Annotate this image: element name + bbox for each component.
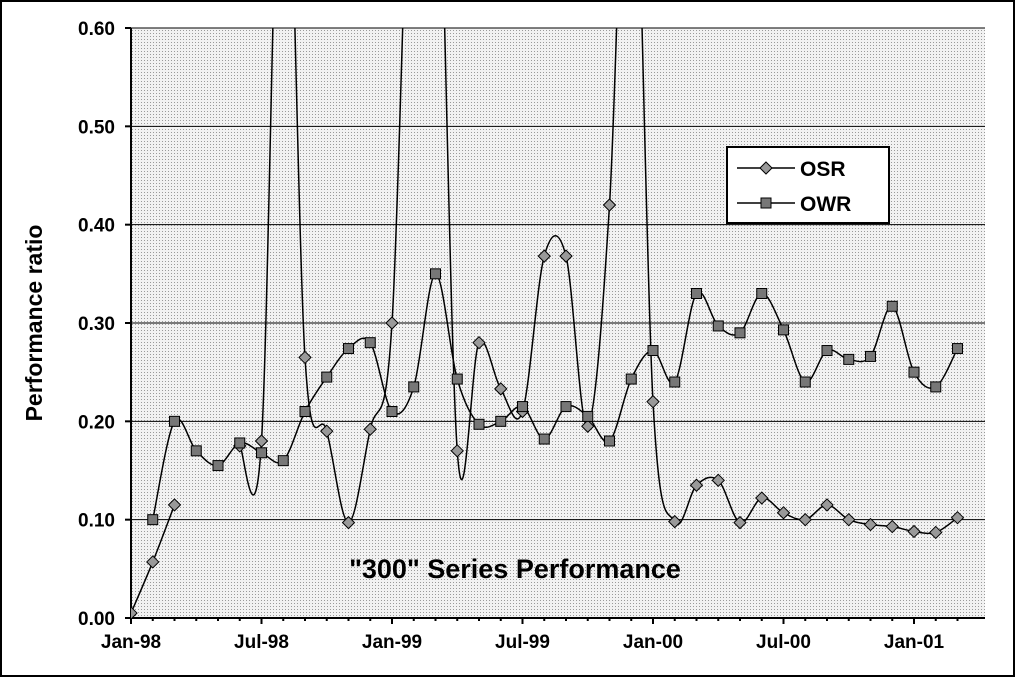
data-point [756, 288, 768, 299]
y-tick-label: 0.20 [78, 412, 115, 433]
data-point [190, 445, 202, 457]
data-point [321, 371, 333, 383]
y-tick-label: 0.50 [78, 117, 115, 138]
data-point [776, 506, 791, 520]
data-point [952, 343, 963, 355]
x-tick-label: Jul-99 [495, 632, 550, 653]
data-point [908, 366, 920, 378]
data-point [147, 514, 159, 526]
plot-series [131, 28, 965, 619]
data-point [669, 376, 681, 388]
data-point [473, 418, 485, 430]
data-point [341, 515, 356, 530]
data-point [146, 555, 160, 569]
data-point [929, 525, 943, 540]
data-point [256, 447, 267, 459]
data-point [385, 316, 399, 330]
data-point [950, 510, 965, 525]
x-tick-label: Jan-99 [362, 632, 422, 653]
data-point [343, 343, 354, 355]
data-point [843, 353, 855, 365]
data-point [430, 268, 441, 280]
data-point [363, 422, 377, 436]
data-point [581, 419, 595, 433]
data-point [647, 345, 659, 357]
data-point [646, 394, 660, 409]
data-point [885, 519, 899, 534]
data-point [733, 515, 747, 530]
data-point [604, 435, 615, 447]
x-tick-label: Jan-00 [623, 632, 683, 653]
data-point [408, 381, 420, 393]
data-point [537, 249, 551, 263]
data-point [625, 373, 637, 385]
data-point [755, 491, 769, 505]
data-point [494, 382, 508, 396]
data-point [277, 455, 289, 467]
data-point [169, 415, 180, 427]
data-point [320, 424, 334, 438]
data-point [863, 517, 878, 532]
data-point [821, 345, 833, 357]
data-point [799, 376, 811, 388]
data-point [712, 320, 724, 332]
data-point [386, 406, 398, 417]
data-point [298, 350, 312, 365]
legend-label: OWR [800, 193, 851, 216]
x-tick-label: Jan-01 [884, 632, 945, 653]
data-point [602, 198, 617, 212]
y-tick-label: 0.40 [78, 216, 115, 237]
y-tick-label: 0.60 [78, 19, 115, 40]
data-point [778, 324, 789, 336]
legend-marker [760, 197, 772, 209]
data-point [711, 473, 725, 488]
data-point [668, 514, 682, 529]
data-point [212, 460, 224, 472]
data-point [865, 350, 876, 362]
x-tick-label: Jul-00 [756, 632, 811, 653]
legend-marker [759, 161, 773, 175]
data-point [364, 337, 376, 349]
data-point [131, 606, 138, 619]
data-point [517, 401, 528, 413]
data-point [560, 401, 572, 413]
legend-label: OSR [800, 158, 846, 181]
data-point [234, 437, 246, 449]
data-point [254, 434, 269, 448]
y-tick-label: 0.30 [78, 314, 115, 335]
y-axis-label: Performance ratio [21, 225, 47, 422]
data-point [886, 300, 898, 312]
data-point [798, 512, 812, 527]
data-point [495, 415, 507, 427]
data-point [691, 288, 702, 299]
x-tick-label: Jan-98 [101, 632, 161, 653]
y-tick-label: 0.00 [78, 609, 115, 630]
data-point [167, 498, 182, 512]
data-point [582, 410, 594, 422]
data-point [689, 478, 704, 492]
data-point [538, 433, 550, 445]
data-point [450, 444, 464, 458]
data-point [451, 373, 463, 385]
data-point [734, 327, 746, 339]
data-point [930, 381, 942, 393]
legend-box [726, 146, 890, 224]
data-point [559, 249, 573, 263]
data-point [299, 406, 311, 417]
data-point [472, 335, 486, 350]
y-tick-label: 0.10 [78, 511, 115, 532]
data-point [907, 524, 921, 539]
x-tick-label: Jul-98 [234, 632, 289, 653]
annotation: "300" Series Performance [349, 554, 681, 584]
data-point [820, 498, 834, 512]
data-point [842, 512, 856, 527]
